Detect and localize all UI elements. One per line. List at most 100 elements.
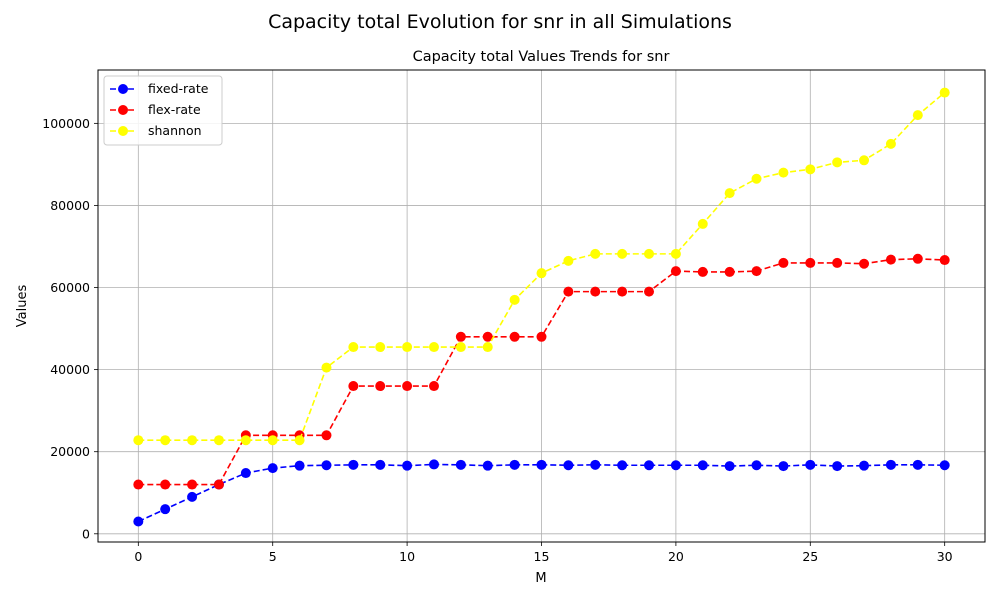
- data-point-flex-rate: [428, 381, 439, 392]
- y-tick-label: 80000: [50, 198, 90, 213]
- data-point-fixed-rate: [939, 460, 950, 471]
- x-tick-label: 25: [802, 549, 818, 564]
- x-tick-label: 20: [668, 549, 684, 564]
- data-point-fixed-rate: [428, 459, 439, 470]
- y-tick-label: 40000: [50, 362, 90, 377]
- data-point-flex-rate: [805, 257, 816, 268]
- data-point-flex-rate: [912, 253, 923, 264]
- data-point-flex-rate: [482, 331, 493, 342]
- data-point-fixed-rate: [402, 460, 413, 471]
- y-tick-label: 100000: [42, 116, 90, 131]
- data-point-shannon: [724, 188, 735, 199]
- legend-entry-fixed-rate: fixed-rate: [110, 81, 209, 96]
- data-point-shannon: [509, 294, 520, 305]
- data-point-fixed-rate: [644, 460, 655, 471]
- data-point-shannon: [133, 435, 144, 446]
- data-point-shannon: [482, 342, 493, 353]
- data-point-fixed-rate: [509, 459, 520, 470]
- data-point-flex-rate: [348, 381, 359, 392]
- data-point-flex-rate: [590, 286, 601, 297]
- data-point-shannon: [859, 155, 870, 166]
- data-point-fixed-rate: [375, 459, 386, 470]
- data-point-shannon: [832, 157, 843, 168]
- data-point-shannon: [912, 110, 923, 121]
- legend-entry-flex-rate: flex-rate: [110, 102, 201, 117]
- data-point-shannon: [805, 164, 816, 175]
- data-point-fixed-rate: [912, 459, 923, 470]
- data-point-fixed-rate: [670, 460, 681, 471]
- data-point-shannon: [939, 87, 950, 98]
- series-shannon: [133, 87, 950, 446]
- legend-box: [103, 75, 223, 146]
- legend-label-shannon: shannon: [148, 123, 202, 138]
- data-point-fixed-rate: [348, 459, 359, 470]
- data-point-fixed-rate: [724, 461, 735, 472]
- data-point-shannon: [187, 435, 198, 446]
- data-point-shannon: [590, 248, 601, 259]
- data-point-fixed-rate: [751, 460, 762, 471]
- data-point-flex-rate: [644, 286, 655, 297]
- data-point-flex-rate: [939, 255, 950, 266]
- data-point-flex-rate: [617, 286, 628, 297]
- data-point-shannon: [428, 342, 439, 353]
- data-point-shannon: [885, 138, 896, 149]
- data-point-flex-rate: [697, 266, 708, 277]
- data-point-shannon: [617, 248, 628, 259]
- legend-label-flex-rate: flex-rate: [148, 102, 201, 117]
- data-point-fixed-rate: [563, 460, 574, 471]
- y-tick-label: 0: [82, 526, 90, 541]
- data-point-fixed-rate: [240, 468, 251, 479]
- data-point-flex-rate: [751, 266, 762, 277]
- data-point-fixed-rate: [617, 460, 628, 471]
- x-tick-label: 30: [937, 549, 953, 564]
- grid: [98, 70, 985, 542]
- data-point-flex-rate: [859, 258, 870, 269]
- x-tick-label: 15: [534, 549, 550, 564]
- data-point-flex-rate: [160, 479, 171, 490]
- data-point-flex-rate: [778, 257, 789, 268]
- data-point-fixed-rate: [160, 504, 171, 515]
- data-point-flex-rate: [832, 257, 843, 268]
- data-point-flex-rate: [187, 479, 198, 490]
- data-point-flex-rate: [670, 266, 681, 277]
- data-point-shannon: [348, 342, 359, 353]
- data-point-shannon: [751, 173, 762, 184]
- data-point-flex-rate: [133, 479, 144, 490]
- data-point-flex-rate: [724, 266, 735, 277]
- data-point-fixed-rate: [697, 460, 708, 471]
- data-point-flex-rate: [885, 254, 896, 265]
- data-point-shannon: [402, 342, 413, 353]
- data-point-fixed-rate: [321, 460, 332, 471]
- y-axis-ticks: 0 20000 40000 60000 80000 100000: [42, 116, 98, 541]
- series-layer: [133, 87, 950, 527]
- y-tick-label: 60000: [50, 280, 90, 295]
- data-point-fixed-rate: [590, 459, 601, 470]
- x-tick-label: 0: [134, 549, 142, 564]
- data-point-fixed-rate: [859, 460, 870, 471]
- x-tick-label: 10: [399, 549, 415, 564]
- data-point-shannon: [563, 255, 574, 266]
- data-point-flex-rate: [375, 381, 386, 392]
- data-point-shannon: [160, 435, 171, 446]
- data-point-shannon: [670, 248, 681, 259]
- legend-label-fixed-rate: fixed-rate: [148, 81, 209, 96]
- data-point-fixed-rate: [778, 461, 789, 472]
- chart-title: Capacity total Values Trends for snr: [413, 49, 670, 65]
- data-point-fixed-rate: [133, 516, 144, 527]
- data-point-fixed-rate: [805, 459, 816, 470]
- x-axis-label: M: [535, 571, 546, 586]
- data-point-fixed-rate: [294, 460, 305, 471]
- y-tick-label: 20000: [50, 444, 90, 459]
- data-point-fixed-rate: [455, 459, 466, 470]
- data-point-shannon: [644, 248, 655, 259]
- data-point-fixed-rate: [885, 459, 896, 470]
- data-point-flex-rate: [536, 331, 547, 342]
- legend-marker-shannon: [118, 126, 128, 136]
- data-point-flex-rate: [563, 286, 574, 297]
- data-point-fixed-rate: [482, 460, 493, 471]
- data-point-shannon: [213, 435, 224, 446]
- data-point-shannon: [294, 435, 305, 446]
- data-point-flex-rate: [402, 381, 413, 392]
- data-point-shannon: [375, 342, 386, 353]
